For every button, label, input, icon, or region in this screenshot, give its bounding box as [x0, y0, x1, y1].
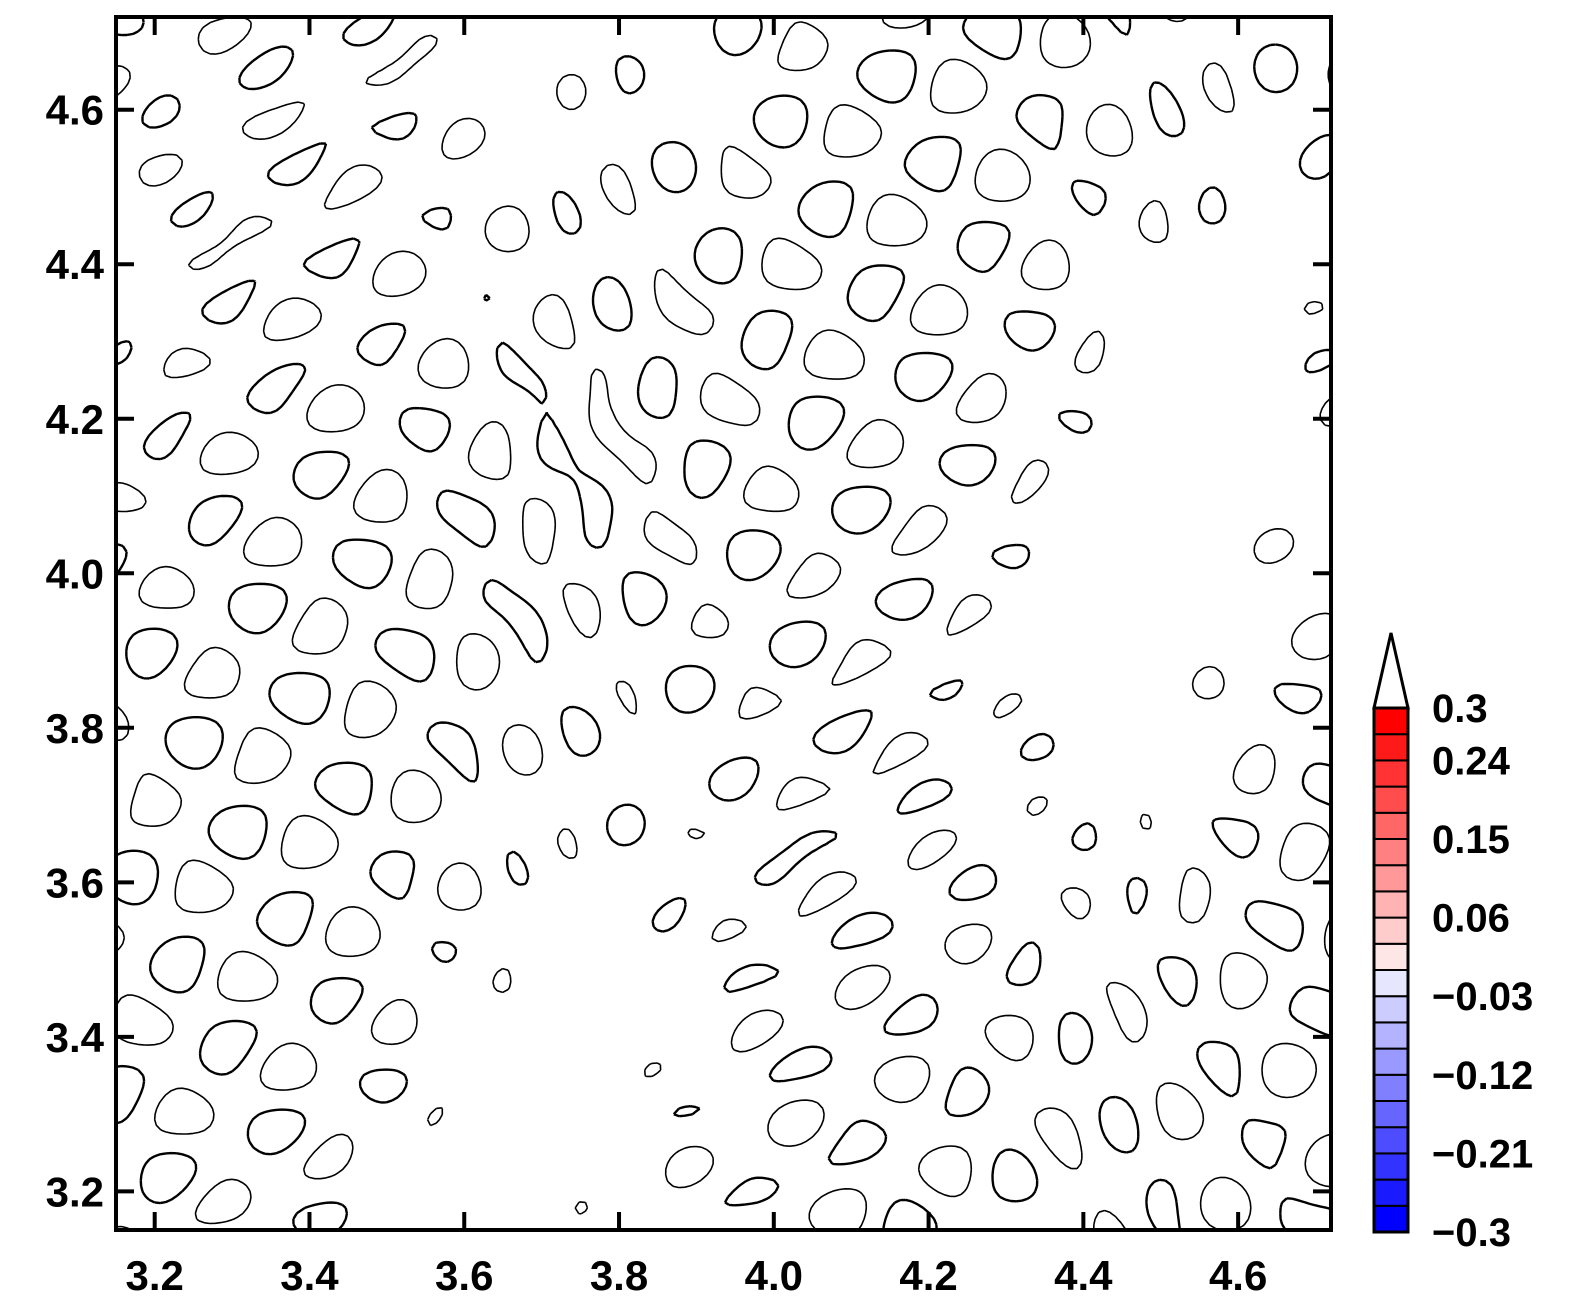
colorbar-label: −0.03: [1432, 975, 1533, 1019]
colorbar-cell: [1373, 811, 1409, 840]
y-tick-label: 3.6: [46, 859, 104, 906]
colorbar-cell: [1373, 759, 1409, 788]
axis-ticks: [116, 17, 1331, 1230]
colorbar-cell: [1373, 1100, 1409, 1129]
plot-background: [116, 17, 1331, 1230]
y-tick-label: 3.8: [46, 705, 104, 752]
colorbar-cell: [1373, 890, 1409, 919]
y-tick-label: 4.2: [46, 396, 104, 443]
colorbar-frame: [1372, 706, 1410, 1234]
colorbar-label: −0.12: [1432, 1054, 1533, 1098]
colorbar-cell: [1373, 1021, 1409, 1050]
colorbar-cell: [1373, 838, 1409, 867]
y-tick-label: 4.0: [46, 550, 104, 597]
y-axis-tick-labels: 3.2 3.4 3.6 3.8 4.0 4.2 4.4 4.6: [46, 87, 105, 1216]
colorbar-extend-triangle: [1372, 632, 1410, 710]
colorbar-cell: [1373, 1204, 1409, 1234]
y-tick-label: 3.2: [46, 1168, 104, 1215]
y-tick-label: 4.4: [46, 241, 105, 288]
colorbar-cell: [1373, 916, 1409, 945]
colorbar-cell: [1373, 707, 1409, 736]
colorbar-labels: 0.3 0.24 0.15 0.06 −0.03 −0.12 −0.21 −0.3: [1432, 687, 1533, 1255]
colorbar: 0.3 0.24 0.15 0.06 −0.03 −0.12 −0.21 −0.3: [1372, 632, 1533, 1255]
colorbar-label: −0.3: [1432, 1211, 1511, 1255]
contour-lines: [116, 17, 1331, 1230]
x-tick-label: 3.6: [435, 1252, 493, 1299]
x-tick-label: 4.0: [745, 1252, 803, 1299]
x-tick-label: 3.2: [125, 1252, 183, 1299]
x-axis-tick-labels: 3.2 3.4 3.6 3.8 4.0 4.2 4.4 4.6: [125, 1252, 1267, 1299]
x-tick-label: 3.8: [590, 1252, 648, 1299]
x-tick-label: 3.4: [280, 1252, 339, 1299]
colorbar-cells: [1373, 707, 1409, 1234]
positive-contour: [116, 17, 1331, 1230]
colorbar-cell: [1373, 1152, 1409, 1181]
colorbar-cell: [1373, 1126, 1409, 1155]
colorbar-cell: [1373, 1178, 1409, 1207]
x-tick-label: 4.2: [899, 1252, 957, 1299]
x-tick-label: 4.4: [1054, 1252, 1113, 1299]
plot-frame: [114, 15, 1333, 1232]
colorbar-cell: [1373, 995, 1409, 1024]
x-tick-label: 4.6: [1209, 1252, 1267, 1299]
negative-contour: [116, 17, 1331, 1230]
colorbar-cell: [1373, 969, 1409, 998]
colorbar-label: 0.3: [1432, 687, 1488, 731]
colorbar-cell: [1373, 1073, 1409, 1103]
colorbar-label: 0.15: [1432, 818, 1510, 862]
colorbar-cell: [1373, 942, 1409, 971]
colorbar-cell: [1373, 1047, 1409, 1076]
colorbar-cell: [1373, 733, 1409, 762]
colorbar-cell: [1373, 864, 1409, 893]
y-tick-label: 4.6: [46, 87, 104, 134]
colorbar-label: 0.06: [1432, 897, 1510, 941]
y-tick-label: 3.4: [46, 1014, 105, 1061]
colorbar-cell: [1373, 785, 1409, 814]
colorbar-label: 0.24: [1432, 739, 1511, 783]
colorbar-label: −0.21: [1432, 1132, 1533, 1176]
